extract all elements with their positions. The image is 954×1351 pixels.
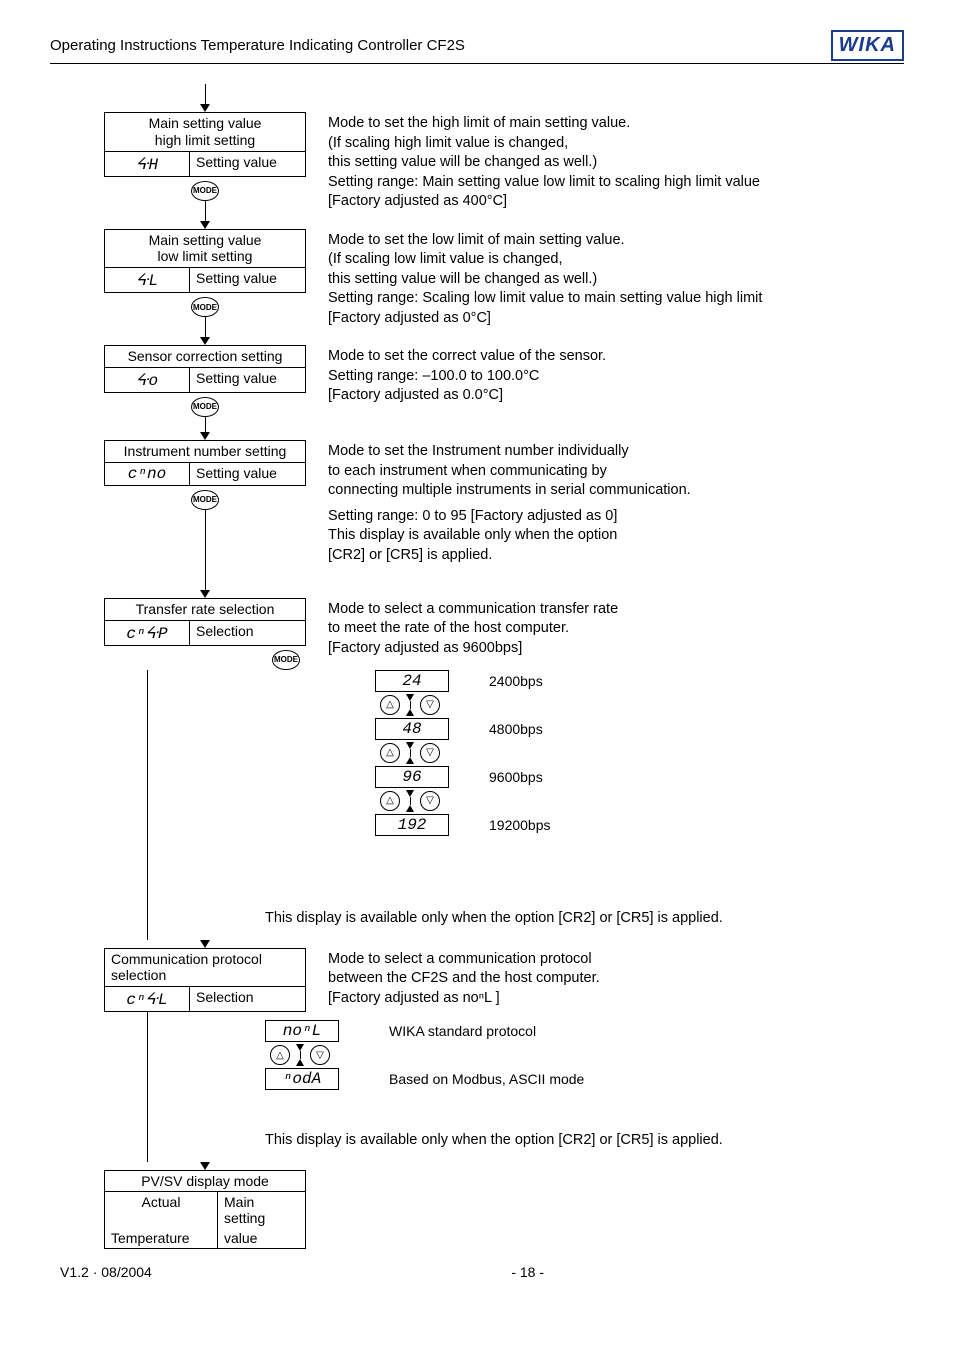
flow-line	[205, 201, 206, 221]
comm-code: cⁿᔰL	[105, 987, 190, 1011]
sensor-code: ᔰo	[105, 368, 190, 392]
arrow-down-icon	[296, 1044, 304, 1051]
instrument-title: Instrument number setting	[105, 441, 305, 463]
up-button[interactable]: △	[380, 743, 400, 763]
high-limit-title: Main setting value high limit setting	[105, 113, 305, 152]
arrow-up-icon	[296, 1059, 304, 1066]
high-limit-desc: Mode to set the high limit of main setti…	[320, 112, 904, 212]
rate-2400-label: 2400bps	[489, 673, 543, 689]
arrow-down-icon	[200, 432, 210, 440]
instrument-value-label: Setting value	[190, 463, 305, 485]
transfer-box: Transfer rate selection cⁿᔰP Selection	[104, 598, 306, 646]
flow-line	[205, 317, 206, 337]
pvsv-left2: Temperature	[105, 1228, 218, 1248]
down-button[interactable]: ▽	[420, 791, 440, 811]
arrow-down-icon	[200, 590, 210, 598]
sensor-title: Sensor correction setting	[105, 346, 305, 368]
sensor-box: Sensor correction setting ᔰo Setting val…	[104, 345, 306, 393]
footer-version: V1.2 · 08/2004	[60, 1264, 152, 1280]
sensor-desc: Mode to set the correct value of the sen…	[320, 345, 904, 406]
up-button[interactable]: △	[270, 1045, 290, 1065]
comm-box: Communication protocol selection cⁿᔰL Se…	[104, 948, 306, 1013]
arrow-up-icon	[406, 805, 414, 812]
low-limit-box: Main setting value low limit setting ᔰL …	[104, 229, 306, 294]
arrow-down-icon	[200, 221, 210, 229]
flow-line	[205, 84, 206, 104]
low-limit-code: ᔰL	[105, 268, 190, 292]
flow-line	[147, 1012, 148, 1122]
proto-note: This display is available only when the …	[265, 1132, 723, 1152]
rate-19200-label: 19200bps	[489, 817, 551, 833]
page-footer: V1.2 · 08/2004 - 18 -	[50, 1264, 904, 1280]
mode-button[interactable]: MODE	[272, 650, 300, 670]
flow-line	[205, 417, 206, 432]
up-button[interactable]: △	[380, 695, 400, 715]
low-limit-desc: Mode to set the low limit of main settin…	[320, 229, 904, 329]
arrow-down-icon	[200, 1162, 210, 1170]
rate-9600: 96	[375, 766, 449, 788]
transfer-title: Transfer rate selection	[105, 599, 305, 621]
mode-button[interactable]: MODE	[191, 181, 219, 201]
down-button[interactable]: ▽	[310, 1045, 330, 1065]
rate-4800: 48	[375, 718, 449, 740]
arrow-up-icon	[406, 757, 414, 764]
rate-9600-label: 9600bps	[489, 769, 543, 785]
rate-note: This display is available only when the …	[265, 910, 723, 930]
pvsv-right1: Main setting	[218, 1192, 305, 1228]
instrument-box: Instrument number setting cⁿno Setting v…	[104, 440, 306, 486]
low-limit-value-label: Setting value	[190, 268, 305, 292]
transfer-code: cⁿᔰP	[105, 621, 190, 645]
comm-desc: Mode to select a communication protocol …	[320, 948, 904, 1009]
flow-line	[205, 510, 206, 590]
pvsv-left1: Actual	[105, 1192, 218, 1228]
arrow-down-icon	[200, 337, 210, 345]
rate-2400: 24	[375, 670, 449, 692]
transfer-value-label: Selection	[190, 621, 305, 645]
arrow-up-icon	[406, 709, 414, 716]
protocol-moda-label: Based on Modbus, ASCII mode	[389, 1071, 584, 1087]
transfer-desc: Mode to select a communication transfer …	[320, 598, 904, 659]
down-button[interactable]: ▽	[420, 695, 440, 715]
instrument-desc: Mode to set the Instrument number indivi…	[320, 440, 904, 565]
down-button[interactable]: ▽	[420, 743, 440, 763]
high-limit-code: ᔰH	[105, 152, 190, 176]
page-header: Operating Instructions Temperature Indic…	[50, 30, 904, 64]
protocol-noml: noⁿL	[265, 1020, 339, 1042]
footer-page: - 18 -	[511, 1264, 544, 1280]
sensor-value-label: Setting value	[190, 368, 305, 392]
mode-button[interactable]: MODE	[191, 397, 219, 417]
flow-line	[147, 670, 148, 900]
document-title: Operating Instructions Temperature Indic…	[50, 37, 465, 54]
pvsv-title: PV/SV display mode	[105, 1171, 305, 1192]
wika-logo: WIKA	[831, 30, 904, 61]
arrow-down-icon	[200, 940, 210, 948]
arrow-down-icon	[200, 104, 210, 112]
protocol-noml-label: WIKA standard protocol	[389, 1023, 536, 1039]
arrow-down-icon	[406, 694, 414, 701]
mode-button[interactable]: MODE	[191, 297, 219, 317]
pvsv-right2: value	[218, 1228, 305, 1248]
arrow-down-icon	[406, 742, 414, 749]
instrument-code: cⁿno	[105, 463, 190, 485]
low-limit-title: Main setting value low limit setting	[105, 230, 305, 269]
up-button[interactable]: △	[380, 791, 400, 811]
arrow-down-icon	[406, 790, 414, 797]
flow-line	[147, 900, 148, 940]
comm-title: Communication protocol selection	[105, 949, 305, 988]
mode-button[interactable]: MODE	[191, 490, 219, 510]
rate-4800-label: 4800bps	[489, 721, 543, 737]
comm-value-label: Selection	[190, 987, 305, 1011]
flow-line	[147, 1122, 148, 1162]
pvsv-box: PV/SV display mode Actual Main setting T…	[104, 1170, 306, 1249]
high-limit-box: Main setting value high limit setting ᔰH…	[104, 112, 306, 177]
high-limit-value-label: Setting value	[190, 152, 305, 176]
rate-19200: 192	[375, 814, 449, 836]
protocol-moda: ⁿodA	[265, 1068, 339, 1090]
